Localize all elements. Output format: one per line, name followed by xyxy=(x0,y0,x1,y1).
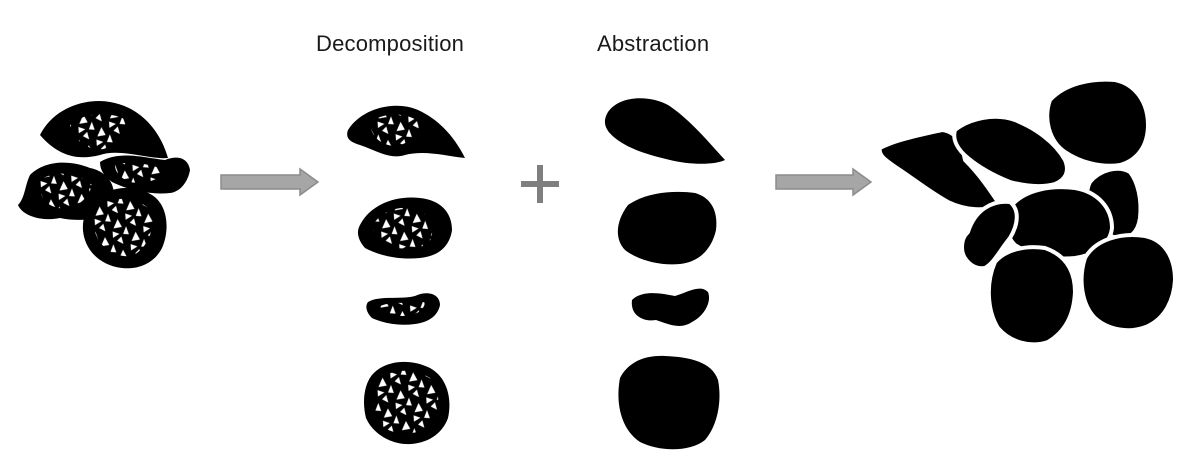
plus-icon xyxy=(521,165,559,203)
right-arrow-icon xyxy=(775,167,873,197)
assembled-shape-7 xyxy=(986,245,1077,347)
right-arrow-icon xyxy=(220,167,320,197)
fragment-4 xyxy=(364,361,450,445)
fragment-3 xyxy=(366,293,440,325)
abstract-shape-2 xyxy=(617,191,717,265)
abstract-shape-1 xyxy=(604,98,725,164)
complex-structure xyxy=(18,100,190,269)
abstract-shape-3 xyxy=(631,288,710,326)
fragment-2 xyxy=(357,197,452,259)
abstract-shape-4 xyxy=(618,355,720,450)
assembled-shape-6 xyxy=(960,199,1019,271)
abstracted-shapes xyxy=(604,98,725,450)
assembled-shape-3 xyxy=(1045,77,1150,168)
fragment-1 xyxy=(347,105,465,158)
decomposition-label: Decomposition xyxy=(316,31,465,56)
abstraction-label: Abstraction xyxy=(597,31,710,56)
assembled-shape-2 xyxy=(952,114,1069,189)
assembled-shape-8 xyxy=(1079,233,1177,333)
decomposed-fragments xyxy=(347,105,465,445)
assembled-structure xyxy=(877,77,1177,347)
